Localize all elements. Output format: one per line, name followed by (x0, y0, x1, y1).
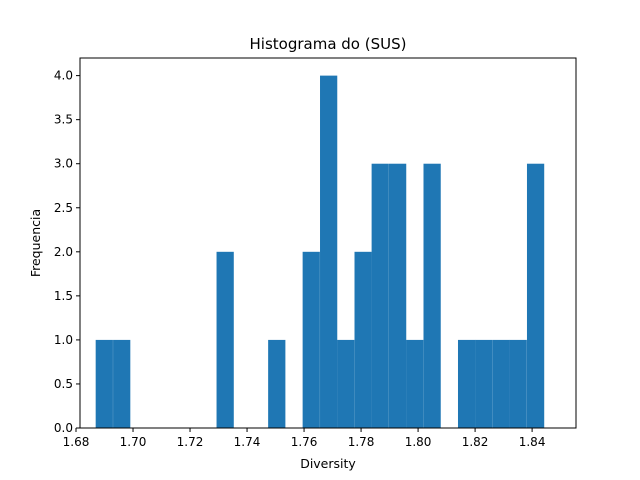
histogram-bar (337, 339, 355, 428)
x-tick-label: 1.84 (519, 435, 546, 449)
y-tick-label: 0.5 (54, 377, 73, 391)
x-tick-label: 1.82 (462, 435, 489, 449)
x-tick-label: 1.72 (177, 435, 204, 449)
x-tick-label: 1.74 (234, 435, 261, 449)
x-axis-ticks: 1.68 1.70 1.72 1.74 1.76 1.78 1.80 1.82 1.84 (63, 428, 546, 449)
plot-frame (79, 57, 577, 429)
histogram-bar (457, 339, 476, 428)
histogram-bar (302, 251, 320, 428)
histogram-bar (371, 163, 389, 428)
histogram-bar (113, 339, 131, 428)
y-tick-label: 0.0 (54, 421, 73, 435)
y-tick-label: 2.5 (54, 201, 73, 215)
x-axis-label: Diversity (300, 456, 356, 471)
y-axis-label: Frequencia (28, 209, 43, 277)
histogram-bar (268, 339, 286, 428)
y-tick-label: 1.5 (54, 289, 73, 303)
histogram-bar (492, 339, 510, 428)
histogram-bar (354, 251, 372, 428)
bars-group (95, 75, 545, 428)
histogram-bar (526, 163, 545, 428)
x-tick-label: 1.76 (291, 435, 318, 449)
histogram-bar (423, 163, 441, 428)
y-tick-label: 3.5 (54, 113, 73, 127)
y-tick-label: 2.0 (54, 245, 73, 259)
histogram-bar (406, 339, 424, 428)
x-tick-label: 1.80 (405, 435, 432, 449)
histogram-bar (320, 75, 338, 428)
y-tick-label: 3.0 (54, 157, 73, 171)
histogram-bar (216, 251, 234, 428)
y-axis-ticks: 0.0 0.5 1.0 1.5 2.0 2.5 3.0 3.5 4.0 (54, 69, 80, 435)
histogram-bar (475, 339, 493, 428)
histogram-bar (95, 339, 113, 428)
x-tick-label: 1.78 (348, 435, 375, 449)
histogram-bar (509, 339, 527, 428)
histogram-bar (389, 163, 407, 428)
x-tick-label: 1.70 (120, 435, 147, 449)
y-tick-label: 1.0 (54, 333, 73, 347)
chart-title: Histograma do (SUS) (250, 35, 407, 53)
y-tick-label: 4.0 (54, 69, 73, 83)
x-tick-label: 1.68 (63, 435, 90, 449)
